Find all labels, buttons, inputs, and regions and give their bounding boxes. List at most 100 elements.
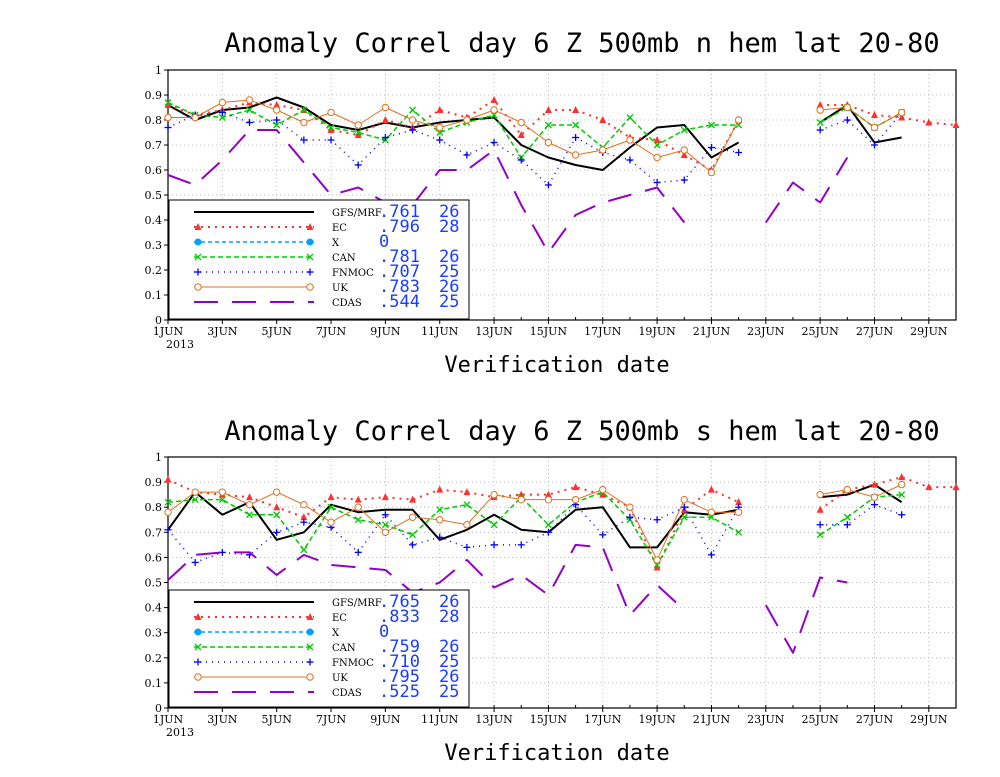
legend-count: 26 — [439, 637, 459, 657]
y-tick-label: 0.5 — [145, 189, 163, 202]
data-point — [436, 506, 444, 514]
data-point — [707, 551, 715, 559]
chart-panel-1: Anomaly Correl day 6 Z 500mb n hem lat 2… — [145, 28, 960, 378]
data-point — [544, 181, 552, 189]
data-point — [164, 124, 172, 131]
data-point — [490, 490, 498, 499]
x-tick-label: 23JUN — [747, 713, 785, 726]
data-point — [843, 116, 851, 124]
data-point — [898, 473, 906, 481]
data-point — [599, 490, 607, 498]
data-point — [409, 541, 417, 549]
data-point — [354, 548, 362, 556]
y-tick-label: 0 — [155, 314, 162, 327]
legend-count: 28 — [439, 217, 459, 237]
data-point — [544, 528, 552, 536]
data-point — [707, 508, 716, 516]
data-point — [599, 146, 607, 154]
y-tick-label: 0.1 — [145, 677, 163, 690]
legend-entry: EC .833 28 — [194, 607, 459, 627]
legend-box — [168, 199, 470, 320]
data-point — [735, 149, 743, 156]
data-point — [218, 496, 226, 504]
series-line — [819, 493, 902, 536]
data-point — [327, 503, 335, 511]
data-point — [245, 96, 254, 104]
series-cdas — [167, 129, 849, 254]
data-point — [191, 113, 199, 122]
data-point — [381, 511, 389, 519]
legend-box — [168, 589, 470, 708]
data-point — [164, 113, 172, 122]
data-point — [544, 490, 552, 498]
data-point — [300, 118, 308, 127]
x-tick-label: 3JUN — [207, 325, 238, 338]
legend-count: 25 — [439, 292, 459, 312]
data-point — [517, 495, 525, 504]
x-axis-label: Verification date — [444, 741, 669, 766]
data-point — [409, 126, 417, 134]
data-point — [381, 116, 389, 123]
data-point — [246, 493, 254, 501]
series-line — [764, 156, 849, 224]
data-point — [354, 495, 362, 503]
data-point — [707, 485, 715, 493]
data-point — [571, 151, 580, 159]
data-point — [191, 496, 199, 504]
data-point — [870, 493, 879, 501]
data-point — [816, 119, 824, 126]
x-tick-label: 7JUN — [316, 713, 347, 726]
data-point — [245, 500, 254, 509]
data-point — [463, 521, 471, 529]
legend-stat: .765 — [379, 592, 420, 612]
legend-stat: .544 — [379, 292, 420, 312]
y-tick-label: 0.4 — [145, 602, 163, 615]
data-point — [599, 531, 607, 539]
x-tick-label: 27JUN — [856, 325, 894, 338]
series-line — [820, 483, 903, 504]
y-tick-label: 0.5 — [145, 577, 163, 590]
data-point — [707, 121, 715, 129]
legend-label: UK — [332, 673, 348, 684]
data-point — [517, 131, 525, 138]
data-point — [463, 116, 471, 124]
data-point — [816, 531, 824, 539]
series-fnmoc — [164, 501, 906, 566]
data-point — [680, 503, 688, 511]
data-point — [517, 118, 525, 127]
y-tick-label: 0.6 — [145, 551, 163, 564]
data-point — [300, 518, 308, 526]
legend-label: X — [332, 238, 340, 249]
data-point — [897, 108, 906, 117]
chart-title: Anomaly Correl day 6 Z 500mb s hem lat 2… — [224, 416, 939, 447]
data-point — [843, 485, 852, 494]
data-point — [626, 513, 634, 521]
x-tick-label: 29JUN — [910, 325, 948, 338]
legend-marker — [194, 658, 202, 666]
legend-count: 28 — [439, 607, 459, 627]
legend-entry: CDAS .525 25 — [194, 682, 459, 702]
legend-entry: CDAS .544 25 — [194, 292, 459, 312]
data-point — [246, 511, 253, 519]
data-point — [463, 151, 471, 159]
data-point — [571, 495, 580, 504]
data-point — [218, 488, 227, 496]
legend-marker — [194, 253, 202, 261]
legend-stat: .759 — [379, 637, 420, 657]
data-point — [735, 528, 743, 536]
data-point — [273, 101, 281, 108]
x-tick-label: 17JUN — [584, 325, 622, 338]
data-point — [599, 116, 607, 123]
data-point — [381, 521, 389, 529]
data-point — [436, 485, 444, 493]
data-point — [463, 488, 471, 496]
legend-count: 26 — [439, 592, 459, 612]
x-tick-label: 29JUN — [910, 713, 948, 726]
data-point — [735, 498, 743, 506]
legend-stat: .707 — [379, 262, 420, 282]
data-point — [327, 136, 335, 144]
series-line — [820, 104, 957, 126]
data-point — [870, 141, 878, 149]
data-point — [164, 475, 172, 483]
y-tick-label: 1 — [155, 64, 162, 77]
